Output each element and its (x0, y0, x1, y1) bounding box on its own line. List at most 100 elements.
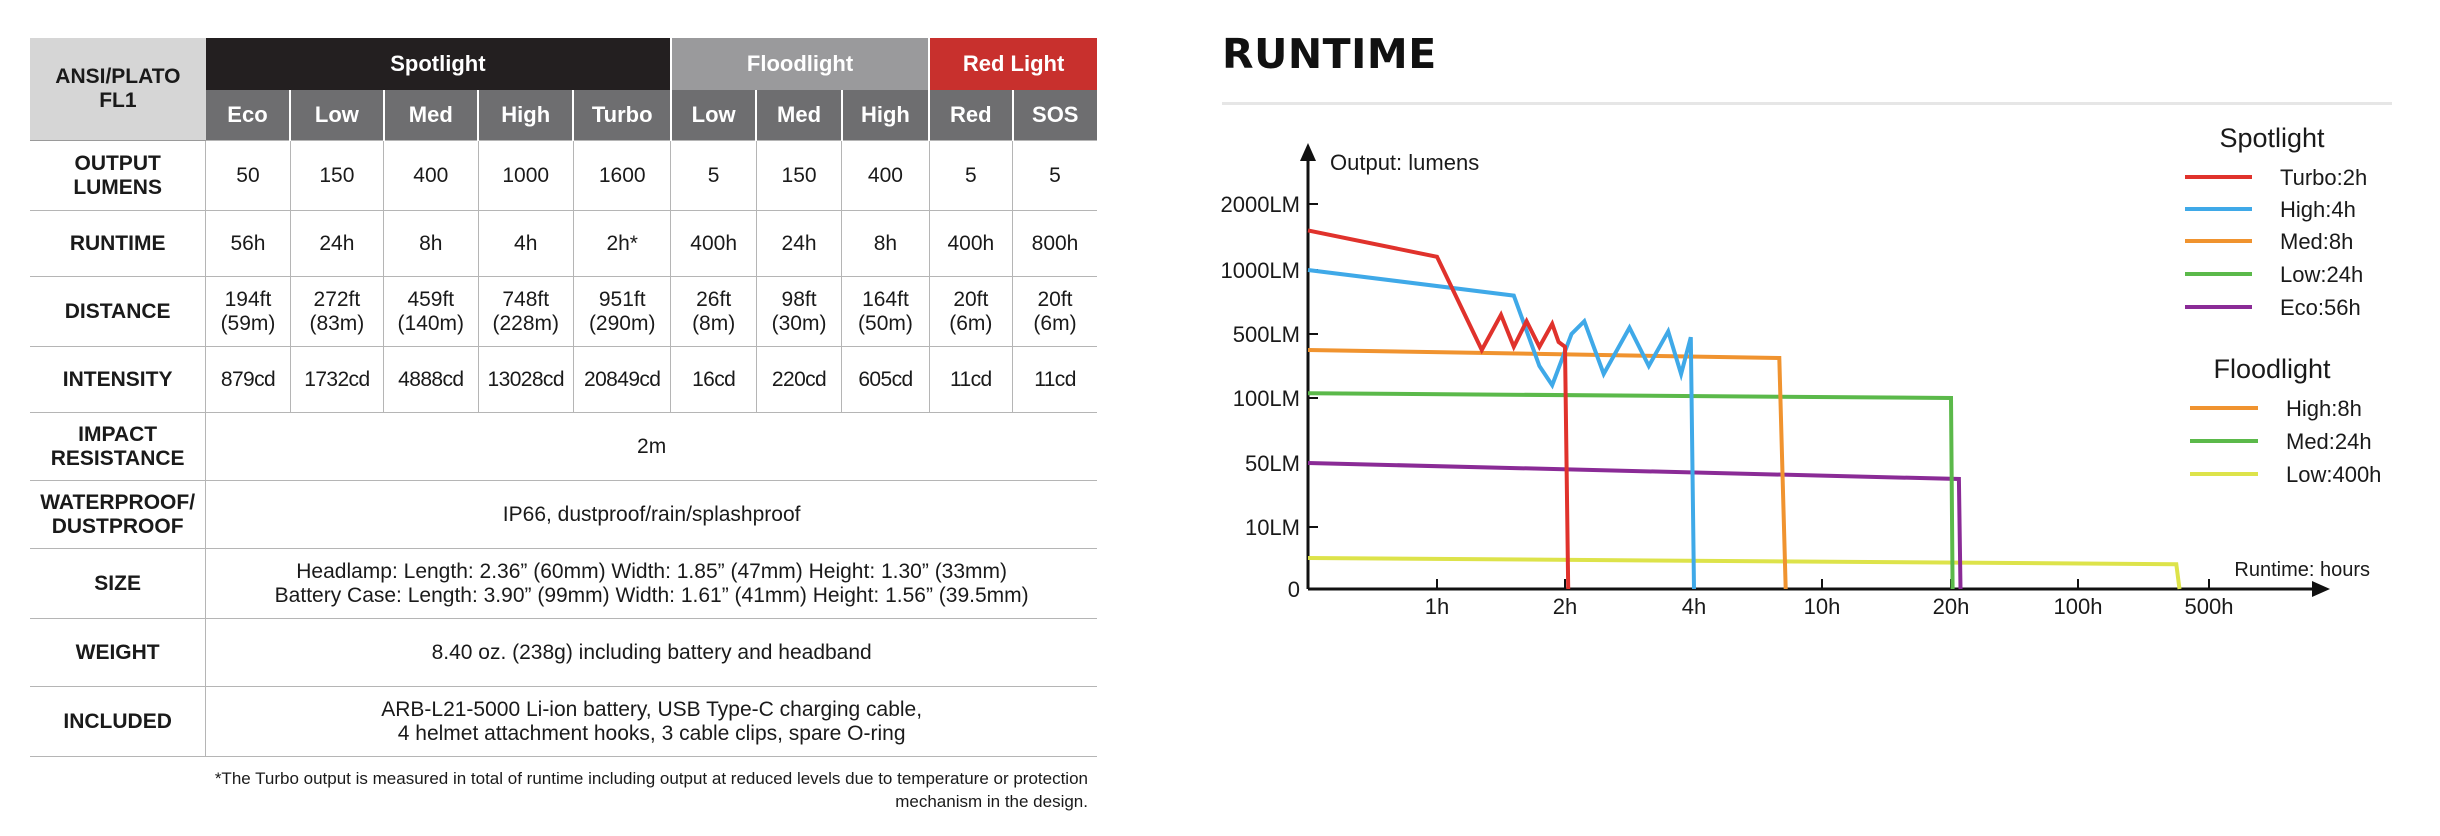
series-line-high-4h (1307, 268, 1696, 590)
table-cell: 20849cd (572, 346, 671, 413)
table-cell: 605cd (841, 346, 930, 413)
table-cell: 5 (1012, 140, 1097, 211)
x-axis-title: Runtime: hours (2234, 559, 2370, 581)
table-cell: 800h (1012, 210, 1097, 277)
table-cell: 272ft (83m) (289, 276, 384, 347)
table-cell: 98ft (30m) (755, 276, 842, 347)
y-tick-label: 10LM (1245, 515, 1300, 540)
table-row: OUTPUT LUMENS 50 150 400 1000 1600 5 150 400 5 5 (30, 140, 1097, 211)
spec-table: ANSI/PLATO FL1 Spotlight Floodlight Red … (30, 38, 1097, 757)
table-row: WATERPROOF/ DUSTPROOF IP66, dustproof/rai… (30, 480, 1097, 549)
legend-entry-label: High:8h (2286, 396, 2362, 421)
table-cell: 8h (841, 210, 930, 277)
mode-header: Turbo (572, 90, 671, 141)
row-label: INCLUDED (30, 686, 207, 757)
table-cell: 879cd (205, 346, 291, 413)
table-cell: 13028cd (477, 346, 574, 413)
y-tick-label: 500LM (1233, 322, 1300, 347)
legend-group-title: Spotlight (2219, 123, 2325, 153)
mode-header: Eco (205, 90, 291, 141)
table-cell: 150 (289, 140, 384, 211)
table-cell: 11cd (928, 346, 1013, 413)
mode-header-row: Eco Low Med High Turbo Low Med High Red … (30, 90, 1097, 141)
legend-entry-label: Low:400h (2286, 462, 2381, 487)
table-row: DISTANCE 194ft (59m) 272ft (83m) 459ft (140… (30, 276, 1097, 347)
group-header-spotlight: Spotlight (205, 38, 671, 90)
x-axis-arrow (2312, 581, 2330, 597)
table-cell: 164ft (50m) (841, 276, 930, 347)
table-cell: 194ft (59m) (205, 276, 291, 347)
table-cell: 16cd (670, 346, 757, 413)
row-label: INTENSITY (30, 346, 207, 413)
table-row: IMPACT RESISTANCE 2m (30, 412, 1097, 481)
legend-entry-label: High:4h (2280, 197, 2356, 222)
table-cell: 400 (841, 140, 930, 211)
table-cell: 5 (928, 140, 1013, 211)
mode-header: Med (755, 90, 842, 141)
table-cell: 150 (755, 140, 842, 211)
mode-header: Low (289, 90, 384, 141)
table-cell: 1600 (572, 140, 671, 211)
legend-entry-label: Med:8h (2280, 229, 2353, 254)
table-row: SIZE Headlamp: Length: 2.36” (60mm) Width… (30, 548, 1097, 619)
x-tick-label: 2h (1553, 594, 1577, 619)
y-tick-label: 0 (1288, 577, 1300, 602)
table-span-cell: 2m (205, 412, 1097, 481)
table-span-cell: ARB-L21-5000 Li-ion battery, USB Type-C … (205, 686, 1097, 757)
mode-header: Low (669, 90, 757, 141)
x-tick-label: 10h (1804, 594, 1841, 619)
table-cell: 20ft (6m) (928, 276, 1013, 347)
table-cell: 11cd (1012, 346, 1097, 413)
table-cell: 24h (755, 210, 842, 277)
table-cell: 459ft (140m) (383, 276, 479, 347)
table-cell: 8h (383, 210, 479, 277)
row-label: OUTPUT LUMENS (30, 140, 207, 211)
row-label: SIZE (30, 548, 207, 619)
mode-header: Red (928, 90, 1013, 141)
table-cell: 1000 (477, 140, 574, 211)
y-tick-label: 100LM (1233, 386, 1300, 411)
legend-entry-label: Turbo:2h (2280, 165, 2367, 190)
table-cell: 56h (205, 210, 291, 277)
legend-entry-label: Med:24h (2286, 429, 2372, 454)
table-span-cell: Headlamp: Length: 2.36” (60mm) Width: 1.… (205, 548, 1097, 619)
table-row: WEIGHT 8.40 oz. (238g) including battery … (30, 618, 1097, 687)
table-cell: 24h (289, 210, 384, 277)
legend-entry-label: Low:24h (2280, 262, 2363, 287)
row-label: RUNTIME (30, 210, 207, 277)
table-cell: 400 (383, 140, 479, 211)
x-tick-label: 100h (2054, 594, 2103, 619)
series-line-eco-56h (1307, 461, 1963, 590)
title-divider (1222, 102, 2392, 105)
y-tick-label: 50LM (1245, 451, 1300, 476)
x-tick-label: 1h (1425, 594, 1449, 619)
mode-header: High (477, 90, 574, 141)
row-label: WEIGHT (30, 618, 207, 687)
series-line-low-24h (1307, 391, 1955, 590)
table-cell: 400h (670, 210, 757, 277)
table-row: RUNTIME 56h 24h 8h 4h 2h* 400h 24h 8h 400h 800h (30, 210, 1097, 277)
turbo-footnote: *The Turbo output is measured in total o… (214, 769, 1088, 811)
table-cell: 1732cd (289, 346, 384, 413)
table-cell: 951ft (290m) (572, 276, 671, 347)
legend-group-title: Floodlight (2213, 354, 2331, 384)
y-tick-label: 1000LM (1220, 258, 1300, 283)
table-row: INCLUDED ARB-L21-5000 Li-ion battery, USB… (30, 686, 1097, 757)
table-row: INTENSITY 879cd 1732cd 4888cd 13028cd 20849cd… (30, 346, 1097, 413)
x-tick-label: 20h (1933, 594, 1970, 619)
row-label: DISTANCE (30, 276, 207, 347)
x-tick-label: 4h (1682, 594, 1706, 619)
table-cell: 400h (928, 210, 1013, 277)
group-header-red-light: Red Light (928, 38, 1097, 90)
legend-entry-label: Eco:56h (2280, 295, 2361, 320)
runtime-title: RUNTIME (1222, 30, 1437, 78)
group-header-floodlight: Floodlight (669, 38, 930, 90)
table-cell: 220cd (755, 346, 842, 413)
table-cell: 4888cd (383, 346, 479, 413)
y-tick-label: 2000LM (1220, 192, 1300, 217)
table-cell: 4h (477, 210, 574, 277)
series-line-low-400h (1307, 556, 2182, 590)
mode-header: SOS (1011, 90, 1097, 141)
mode-header: High (840, 90, 930, 141)
table-span-cell: 8.40 oz. (238g) including battery and he… (205, 618, 1097, 687)
